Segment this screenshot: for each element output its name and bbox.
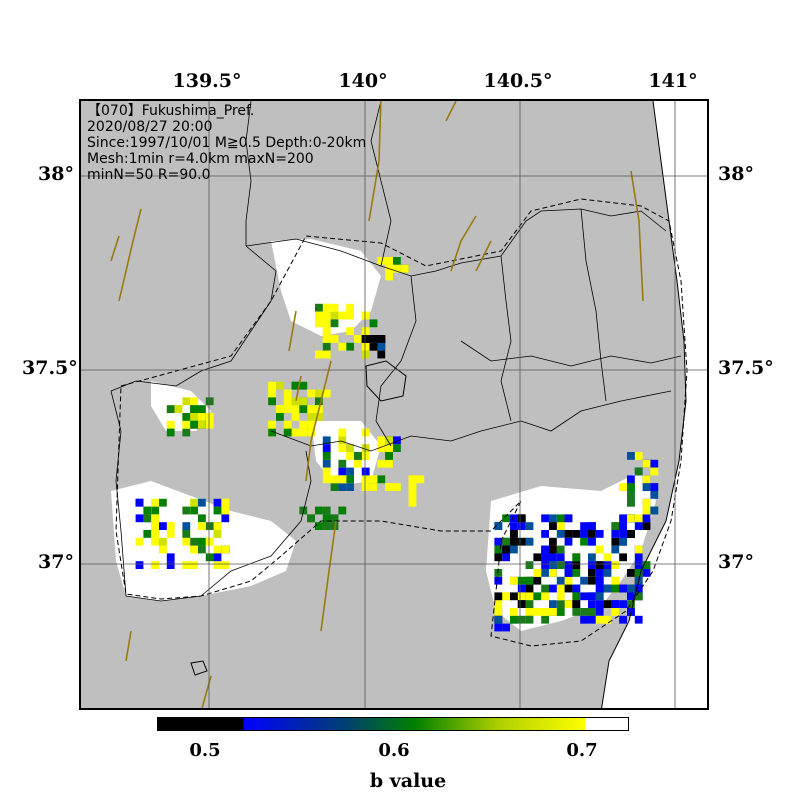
colorbar-tick-0-7: 0.7 [566, 740, 598, 761]
colorbar [157, 717, 629, 731]
info-since: Since:1997/10/01 M≧0.5 Depth:0-20km [87, 135, 367, 151]
map-canvas [81, 101, 707, 708]
info-title: 【070】Fukushima_Pref. [87, 103, 255, 119]
colorbar-tick-0-6: 0.6 [378, 740, 410, 761]
info-mesh: Mesh:1min r=4.0km maxN=200 [87, 151, 314, 167]
lon-label-139-5: 139.5° [172, 70, 242, 92]
colorbar-tick-0-5: 0.5 [189, 740, 221, 761]
lat-label-38-left: 38° [38, 163, 74, 185]
info-minn: minN=50 R=90.0 [87, 167, 211, 183]
lat-label-37-left: 37° [38, 551, 74, 573]
b-value-cells [111, 101, 707, 708]
lon-label-140-5: 140.5° [483, 70, 553, 92]
map-lines [81, 101, 707, 708]
lon-label-141: 141° [648, 70, 698, 92]
lat-label-37-right: 37° [718, 551, 754, 573]
map-info-box: 【070】Fukushima_Pref. 2020/08/27 20:00 Si… [87, 103, 366, 183]
colorbar-label: b value [369, 770, 447, 792]
lat-label-37-5-right: 37.5° [718, 357, 774, 379]
b-value-map: 【070】Fukushima_Pref. 2020/08/27 20:00 Si… [79, 99, 709, 710]
lon-label-140: 140° [338, 70, 388, 92]
lat-label-38-right: 38° [718, 163, 754, 185]
info-date: 2020/08/27 20:00 [87, 119, 213, 135]
lat-label-37-5-left: 37.5° [22, 357, 78, 379]
